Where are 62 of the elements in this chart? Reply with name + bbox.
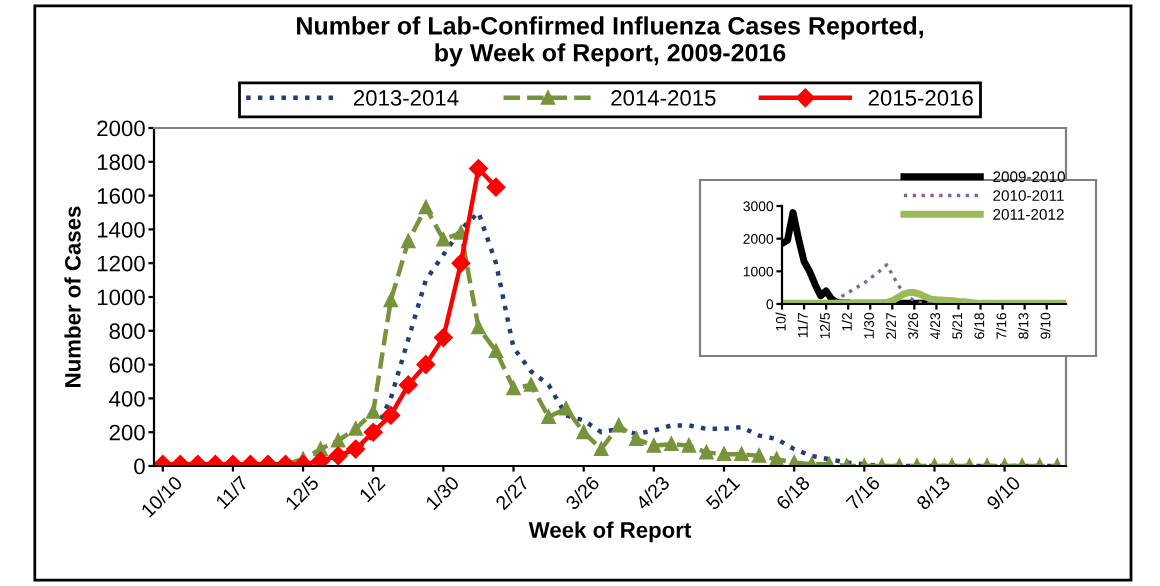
y-tick-label: 800: [109, 323, 145, 340]
y-tick-label: 0: [134, 458, 145, 475]
x-tick-label: 1/2: [358, 475, 386, 503]
point: [541, 410, 556, 424]
point: [611, 418, 626, 433]
y-tick-label: 1400: [97, 221, 145, 238]
legend-label: 2013-2014: [353, 90, 459, 106]
point: [348, 421, 363, 436]
x-tick-label: 1/30: [424, 474, 460, 511]
point: [664, 437, 679, 451]
point: [576, 425, 591, 440]
point: [418, 200, 433, 215]
point: [401, 234, 416, 249]
point: [486, 177, 506, 197]
legend-label: 2015-2016: [868, 90, 973, 106]
x-tick-label: 9/10: [985, 474, 1022, 511]
point: [328, 446, 348, 466]
x-axis-title: Week of Report: [528, 521, 692, 543]
point: [469, 159, 488, 178]
point: [559, 401, 574, 416]
point: [311, 451, 330, 466]
point: [699, 445, 714, 460]
point: [451, 253, 471, 273]
point: [717, 447, 731, 462]
y-axis-title: Number of Cases: [64, 206, 81, 387]
y-tick-label: 1200: [97, 255, 145, 272]
point: [363, 422, 383, 442]
x-tick-label: 7/16: [845, 474, 881, 511]
point: [594, 442, 609, 457]
point: [734, 447, 749, 462]
point: [769, 452, 784, 466]
x-tick-label: 3/26: [564, 474, 601, 511]
point: [346, 439, 365, 459]
y-tick-label: 1000: [97, 289, 145, 306]
y-tick-label: 400: [109, 390, 145, 407]
point: [366, 404, 381, 419]
x-tick-label: 5/21: [704, 475, 741, 511]
point: [629, 432, 644, 446]
point: [506, 381, 521, 396]
point: [681, 438, 696, 453]
y-tick-label: 200: [109, 424, 145, 441]
x-tick-label: 4/23: [634, 474, 671, 511]
y-tick-label: 1800: [97, 154, 145, 171]
y-tick-label: 2000: [97, 120, 145, 137]
point: [383, 293, 398, 308]
point: [434, 328, 453, 347]
y-tick-label: 1600: [97, 188, 145, 204]
point: [436, 232, 451, 247]
x-tick-label: 8/13: [915, 474, 951, 511]
point: [752, 448, 767, 463]
point: [471, 320, 486, 335]
x-tick-label: 6/18: [775, 474, 811, 511]
y-tick-label: 600: [109, 357, 145, 373]
point: [646, 438, 661, 453]
point: [416, 355, 436, 374]
chart-title: Number of Lab-Confirmed Influenza Cases Reported, by Week of Report, 2009-2016: [297, 16, 923, 67]
point: [381, 406, 401, 425]
legend-label: 2014-2015: [611, 90, 716, 106]
point: [524, 377, 539, 392]
point: [399, 375, 418, 395]
point: [489, 344, 503, 359]
point: [331, 433, 346, 448]
